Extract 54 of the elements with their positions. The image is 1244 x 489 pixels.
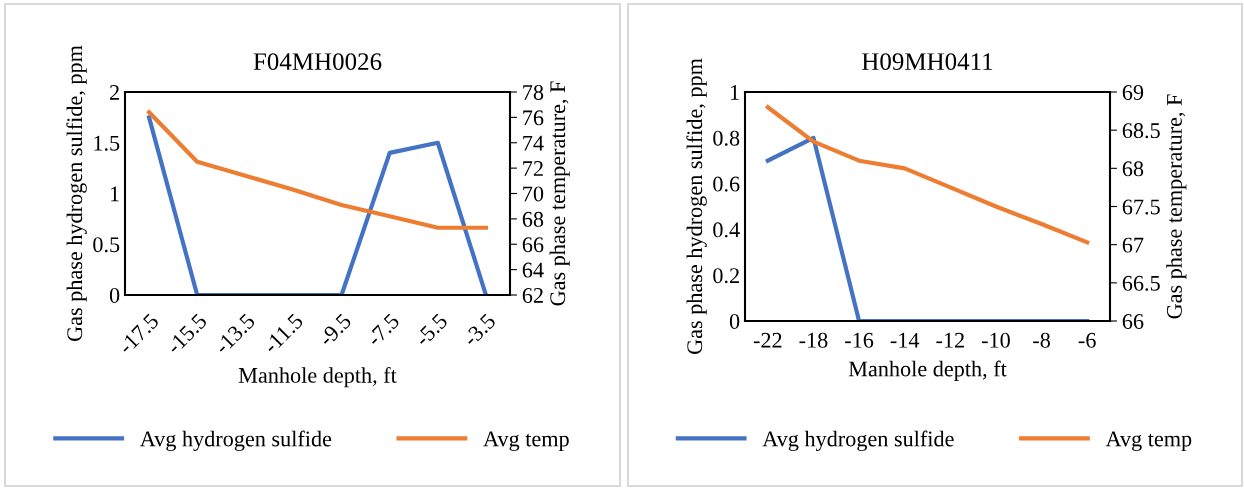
y-tick-label: 1.5 (94, 135, 120, 151)
x-tick-label: -11.5 (262, 312, 304, 355)
y2-tick-label: 68 (522, 211, 544, 227)
legend-label: Avg hydrogen sulfide (140, 430, 332, 451)
x-tick-label: -14 (890, 332, 920, 348)
y2-tick-label: 66.5 (1122, 275, 1160, 291)
line-series (146, 110, 489, 230)
y-tick-label: 0.5 (93, 237, 120, 253)
x-axis-title: Manhole depth, ft (238, 366, 397, 388)
x-tick-label: -12 (936, 332, 964, 348)
x-tick-label: -9.5 (317, 312, 353, 348)
x-axis-title: Manhole depth, ft (848, 360, 1007, 381)
chart-title: F04MH0026 (253, 53, 382, 71)
x-tick-label: -7.5 (366, 312, 401, 348)
x-tick-label: -18 (799, 332, 828, 348)
y-tick-label: 0 (729, 313, 740, 329)
x-tick-label: -10 (981, 332, 1010, 348)
y-tick-label: 1 (730, 85, 739, 100)
y-tick-label: 0.6 (713, 176, 740, 192)
y2-tick-label: 67.5 (1122, 199, 1160, 215)
y2-tick-label: 69 (1122, 84, 1144, 100)
y2-tick-label: 64 (522, 262, 544, 278)
chart-title: H09MH0411 (862, 53, 993, 71)
y-axis-title: Gas phase hydrogen sulfide, ppm (66, 45, 87, 342)
y2-tick-label: 66 (1122, 313, 1144, 329)
y-tick-label: 0.8 (713, 130, 740, 146)
y-tick-label: 0.2 (713, 268, 739, 284)
legend-label: Avg temp (483, 431, 569, 451)
x-tick-label: -3.5 (462, 312, 497, 348)
y-tick-label: 0 (109, 287, 120, 303)
x-tick-label: -16 (845, 332, 874, 348)
y2-tick-label: 78 (523, 84, 544, 100)
y2-tick-label: 74 (523, 135, 544, 151)
y2-tick-label: 66 (522, 237, 544, 253)
y2-tick-label: 62 (522, 287, 543, 303)
y-tick-label: 0.4 (713, 222, 740, 238)
y2-tick-label: 70 (523, 186, 544, 202)
y2-tick-label: 68 (1122, 161, 1144, 177)
y-axis-title: Gas phase hydrogen sulfide, ppm (686, 58, 707, 355)
x-tick-label: -5.5 (414, 312, 449, 348)
x-tick-label: -8 (1033, 332, 1050, 348)
y2-axis-title: Gas phase temperature, F (1166, 94, 1187, 319)
y2-tick-label: 67 (1122, 237, 1144, 253)
legend-label: Avg temp (1105, 431, 1192, 451)
x-tick-label: -6 (1078, 332, 1096, 348)
y2-axis-title: Gas phase temperature, F (549, 81, 570, 306)
y2-tick-label: 68.5 (1122, 123, 1160, 139)
y-tick-label: 1 (110, 186, 119, 202)
line-series (765, 105, 1090, 245)
x-tick-label: -22 (753, 332, 782, 348)
y2-tick-label: 72 (523, 161, 543, 176)
y-tick-label: 2 (110, 84, 119, 100)
legend-label: Avg hydrogen sulfide (762, 430, 954, 451)
y2-tick-label: 76 (523, 110, 544, 126)
